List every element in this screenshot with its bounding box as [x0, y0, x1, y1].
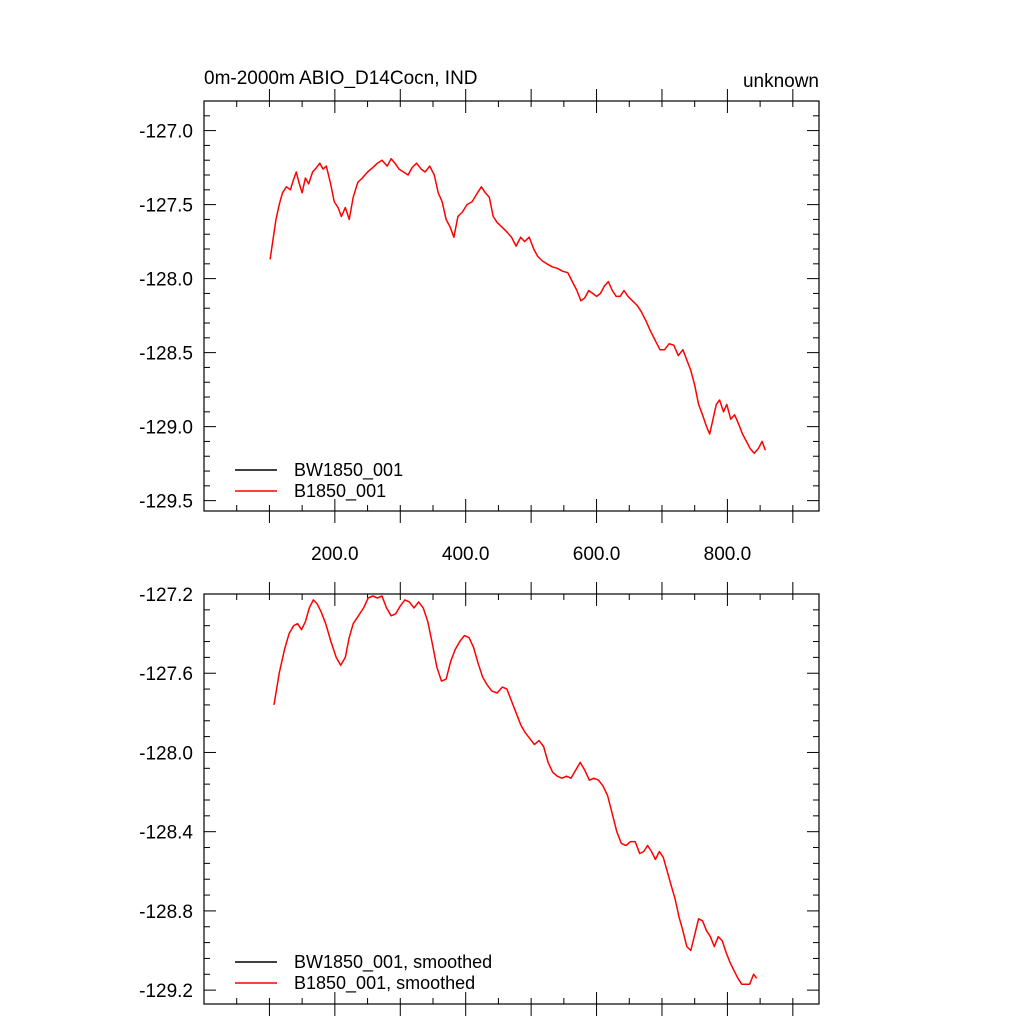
y-tick-label: -129.5: [139, 492, 193, 513]
top-panel-legend: BW1850_001 B1850_001: [235, 460, 403, 502]
legend-label-bw1850-smoothed: BW1850_001, smoothed: [294, 952, 492, 973]
top-panel-ticks: -127.0 -127.5 -128.0 -128.5 -129.0 -129.5 200.…: [139, 89, 819, 565]
legend-label-b1850: B1850_001: [294, 481, 386, 502]
y-tick-label: -128.8: [139, 902, 193, 923]
y-tick-label: -128.5: [139, 344, 193, 365]
top-panel-title: 0m-2000m ABIO_D14Cocn, IND: [204, 68, 478, 89]
top-panel-frame: [203, 100, 820, 512]
y-tick-label: -127.0: [139, 122, 193, 143]
x-tick-label: 800.0: [704, 544, 752, 565]
top-panel-series: [269, 157, 767, 455]
x-tick-label: 400.0: [442, 544, 490, 565]
bottom-panel: -127.2 -127.6 -128.0 -128.4 -128.8 -129.2 BW1…: [139, 582, 820, 1016]
y-tick-label: -127.2: [139, 585, 193, 606]
bottom-panel-series: [273, 595, 758, 985]
top-panel: 0m-2000m ABIO_D14Cocn, IND unknown -127.…: [139, 68, 820, 565]
bottom-panel-frame: [203, 593, 820, 1005]
legend-label-bw1850: BW1850_001: [294, 460, 403, 481]
y-tick-label: -127.5: [139, 196, 193, 217]
y-tick-label: -128.4: [139, 823, 193, 844]
bottom-panel-legend: BW1850_001, smoothed B1850_001, smoothed: [235, 952, 492, 994]
y-tick-label: -128.0: [139, 743, 193, 764]
y-tick-label: -128.0: [139, 270, 193, 291]
series-line-b1850-001-smoothed: [273, 595, 758, 985]
top-panel-right-title: unknown: [743, 71, 819, 92]
x-tick-label: 600.0: [573, 544, 621, 565]
y-tick-label: -129.0: [139, 418, 193, 439]
y-tick-label: -129.2: [139, 981, 193, 1002]
y-tick-label: -127.6: [139, 664, 193, 685]
series-line-b1850-001: [269, 157, 767, 455]
legend-label-b1850-smoothed: B1850_001, smoothed: [294, 973, 475, 994]
bottom-panel-ticks: -127.2 -127.6 -128.0 -128.4 -128.8 -129.2: [139, 582, 819, 1016]
x-tick-label: 200.0: [311, 544, 359, 565]
